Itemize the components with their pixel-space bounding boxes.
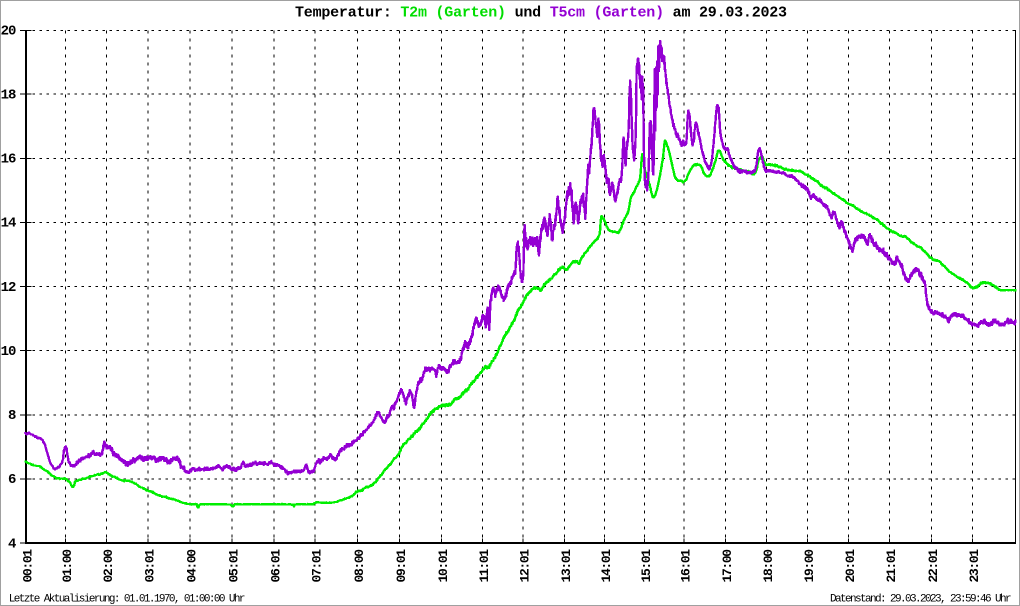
svg-text:12: 12: [1, 280, 16, 296]
svg-text:14:01: 14:01: [599, 549, 614, 583]
svg-text:8: 8: [8, 408, 16, 424]
svg-text:13:01: 13:01: [559, 549, 574, 583]
svg-text:16:01: 16:01: [679, 549, 694, 583]
svg-text:19:00: 19:00: [802, 549, 817, 583]
svg-text:11:01: 11:01: [477, 549, 492, 583]
svg-text:22:01: 22:01: [926, 549, 941, 583]
svg-text:10: 10: [1, 344, 16, 360]
svg-text:05:01: 05:01: [226, 549, 241, 583]
svg-text:09:01: 09:01: [394, 549, 409, 583]
svg-text:Letzte Aktualisierung: 01.01.1: Letzte Aktualisierung: 01.01.1970, 01:00…: [9, 594, 245, 606]
svg-text:21:01: 21:01: [884, 549, 899, 583]
svg-text:02:00: 02:00: [101, 549, 116, 583]
svg-text:12:01: 12:01: [518, 549, 533, 583]
svg-text:10:01: 10:01: [436, 549, 451, 583]
svg-text:4: 4: [8, 536, 16, 552]
svg-text:14: 14: [1, 216, 16, 232]
svg-text:Datenstand: 29.03.2023, 23:59:: Datenstand: 29.03.2023, 23:59:46 Uhr: [830, 594, 1011, 606]
svg-text:07:01: 07:01: [310, 549, 325, 583]
svg-text:20:01: 20:01: [843, 549, 858, 583]
svg-text:23:01: 23:01: [967, 549, 982, 583]
svg-text:08:00: 08:00: [352, 549, 367, 583]
svg-text:03:01: 03:01: [143, 549, 158, 583]
svg-text:01:00: 01:00: [60, 549, 75, 583]
svg-text:17:00: 17:00: [720, 549, 735, 583]
svg-text:6: 6: [8, 472, 16, 488]
svg-text:04:00: 04:00: [185, 549, 200, 583]
svg-text:20: 20: [1, 24, 16, 40]
svg-text:18:00: 18:00: [761, 549, 776, 583]
svg-text:06:01: 06:01: [268, 549, 283, 583]
svg-text:15:01: 15:01: [639, 549, 654, 583]
svg-text:18: 18: [1, 88, 16, 104]
svg-text:16: 16: [1, 152, 16, 168]
svg-text:00:01: 00:01: [21, 549, 36, 583]
svg-text:Temperatur: T2m (Garten) und T: Temperatur: T2m (Garten) und T5cm (Garte…: [295, 5, 787, 22]
